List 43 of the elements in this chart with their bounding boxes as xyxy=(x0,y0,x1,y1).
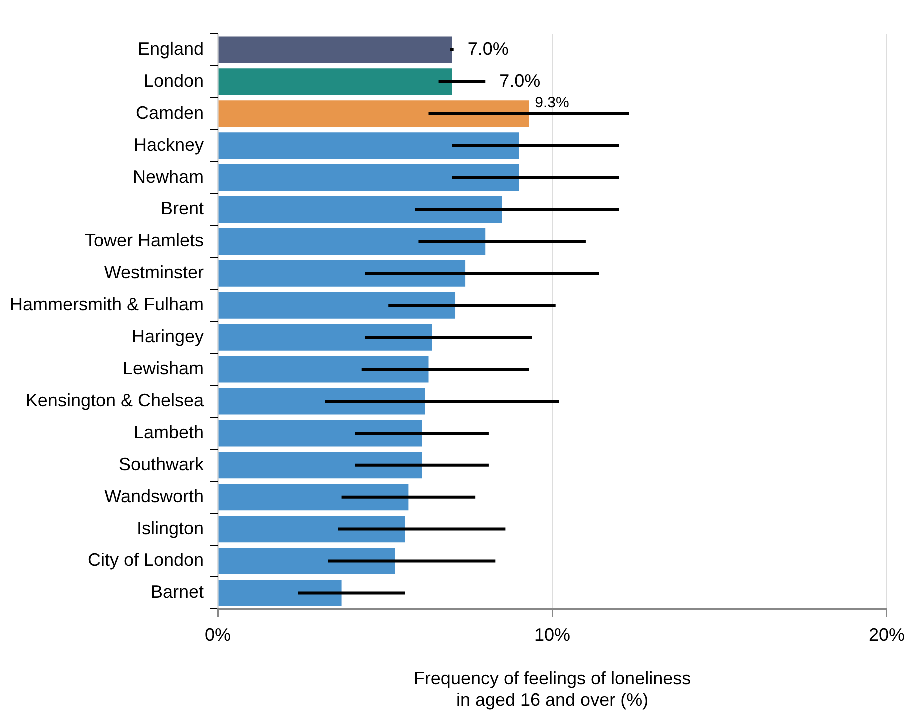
bar xyxy=(218,132,520,160)
y-tick-label: Westminster xyxy=(104,262,204,283)
x-tick-label: 10% xyxy=(534,624,571,645)
y-tick-label: Camden xyxy=(136,102,204,123)
data-label: 9.3% xyxy=(535,94,570,112)
y-tick-label: England xyxy=(138,38,204,59)
bar xyxy=(218,484,409,511)
y-tick-label: Kensington & Chelsea xyxy=(26,390,206,410)
bar xyxy=(218,292,456,319)
y-tick-label: Lewisham xyxy=(122,358,204,378)
y-tick-label: Tower Hamlets xyxy=(85,230,204,251)
bar xyxy=(218,228,486,255)
y-tick-label: Lambeth xyxy=(134,422,204,442)
bar xyxy=(218,324,432,351)
y-tick-label: Hammersmith & Fulham xyxy=(10,294,204,315)
bar xyxy=(218,356,429,383)
y-tick-label: Islington xyxy=(136,518,204,538)
bar xyxy=(218,388,426,415)
x-tick-label: 20% xyxy=(868,624,905,645)
y-tick-label: City of London xyxy=(88,550,204,570)
data-label: 7.0% xyxy=(500,70,541,91)
bar xyxy=(218,580,342,606)
bar xyxy=(218,100,530,128)
bar xyxy=(218,516,406,543)
bar xyxy=(218,164,520,192)
y-tick-label: Brent xyxy=(161,198,204,219)
y-tick-label: Southwark xyxy=(118,454,206,474)
x-tick-label: 0% xyxy=(205,624,232,645)
y-tick-label: Barnet xyxy=(150,582,204,602)
bar xyxy=(218,420,422,447)
bar xyxy=(218,260,466,287)
data-label: 7.0% xyxy=(468,38,509,59)
x-axis-title: Frequency of feelings of loneliness in aged 16 and over (%) xyxy=(414,668,692,710)
bar xyxy=(218,452,422,479)
y-tick-label: Haringey xyxy=(132,326,204,347)
y-tick-label: Hackney xyxy=(134,134,204,155)
bar xyxy=(218,68,452,96)
bar xyxy=(218,196,502,224)
y-tick-label: Wandsworth xyxy=(104,486,204,506)
bar xyxy=(218,548,396,575)
y-tick-label: London xyxy=(144,70,204,91)
y-tick-label: Newham xyxy=(133,166,204,187)
bar xyxy=(218,36,452,64)
